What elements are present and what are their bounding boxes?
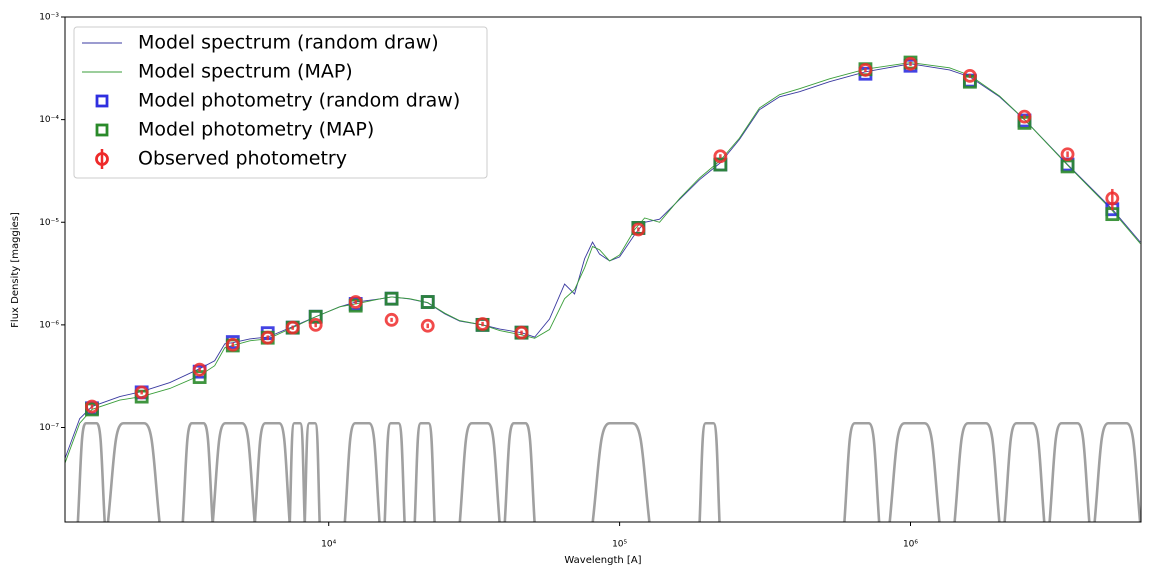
y-tick-label: 10⁻⁴ (39, 115, 59, 125)
legend: Model spectrum (random draw) Model spectr… (73, 26, 488, 179)
y-tick-label: 10⁻⁷ (39, 423, 59, 433)
legend-label: Model spectrum (MAP) (138, 61, 353, 83)
filter-curve (106, 421, 161, 522)
photometry-marker (475, 317, 490, 331)
x-tick-label: 10⁵ (612, 540, 627, 550)
filter-curve (413, 421, 436, 522)
axes-frame (64, 16, 1142, 523)
legend-swatch (95, 123, 109, 137)
spectrum-line (65, 63, 1141, 459)
photometry-marker (858, 63, 873, 77)
legend-swatch (95, 152, 109, 166)
filter-curve (458, 421, 501, 522)
filter-curve (303, 421, 321, 522)
x-axis-label: Wavelength [A] (564, 555, 641, 566)
photometry-marker (85, 399, 99, 414)
photometry-marker (192, 362, 207, 377)
photometry-marker (1060, 147, 1075, 162)
filter-curve (383, 421, 406, 522)
y-axis-label: Flux Density [maggies] (10, 212, 21, 328)
photometry-marker (260, 330, 275, 345)
spectrum-line (65, 62, 1141, 464)
photometry-marker (308, 317, 323, 332)
photometry-marker (1105, 191, 1120, 206)
filter-curve (181, 421, 214, 522)
photometry-marker (420, 318, 435, 333)
photometry-marker (348, 295, 363, 309)
x-tick-label: 10⁴ (321, 540, 336, 550)
legend-label: Model photometry (MAP) (138, 119, 374, 141)
filter-curve (211, 421, 256, 522)
photometry-marker (285, 320, 300, 335)
photometry-marker (225, 337, 240, 352)
photometry-marker (514, 325, 529, 340)
legend-swatch (95, 94, 109, 108)
legend-label: Model spectrum (random draw) (138, 32, 439, 54)
filter-curve (953, 421, 1001, 522)
x-tick-label: 10⁶ (903, 540, 918, 550)
photometry-marker (903, 56, 918, 71)
photometry-marker (384, 291, 399, 306)
plot-area (65, 55, 1141, 522)
filter-curve (888, 421, 941, 522)
filter-curve (76, 421, 106, 522)
y-tick-label: 10⁻⁵ (39, 218, 59, 228)
filter-curve (591, 421, 651, 522)
photometry-marker (713, 157, 728, 172)
filter-curve (698, 421, 721, 522)
legend-box (73, 26, 488, 179)
filter-curve (503, 421, 536, 522)
filter-curve (843, 421, 881, 522)
photometry-marker (1017, 109, 1032, 124)
legend-label: Observed photometry (138, 148, 347, 170)
photometry-marker (134, 385, 149, 400)
photometry-marker (631, 222, 646, 237)
photometry-marker (962, 68, 977, 83)
photometry-marker (308, 309, 323, 324)
filter-curve (288, 421, 306, 522)
photometry-marker (713, 149, 728, 164)
photometry-marker (420, 295, 435, 309)
filter-curve (253, 421, 291, 522)
filter-curve (343, 421, 381, 522)
filter-curve (1003, 421, 1046, 522)
y-tick-label: 10⁻⁶ (39, 320, 59, 330)
filter-curve (1048, 421, 1091, 522)
photometry-marker (384, 312, 399, 327)
legend-label: Model photometry (random draw) (138, 90, 460, 112)
filter-curve (1093, 421, 1141, 522)
y-tick-label: 10⁻³ (39, 13, 59, 23)
